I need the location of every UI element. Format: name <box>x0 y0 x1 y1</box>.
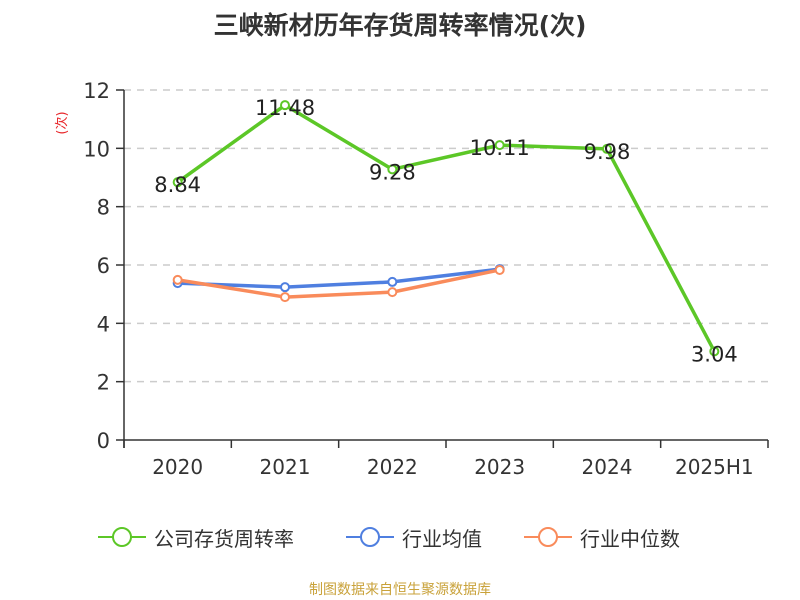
svg-text:2021: 2021 <box>260 455 311 479</box>
svg-text:4: 4 <box>97 312 110 336</box>
legend-item-company[interactable]: 公司存货周转率 <box>98 522 294 552</box>
legend: 公司存货周转率 行业均值 行业中位数 <box>0 522 800 552</box>
svg-text:0: 0 <box>97 429 110 453</box>
svg-text:11.48: 11.48 <box>255 96 315 120</box>
svg-text:6: 6 <box>97 254 110 278</box>
chart-title: 三峡新材历年存货周转率情况(次) <box>213 11 587 40</box>
svg-text:2020: 2020 <box>152 455 203 479</box>
legend-line-circle-icon <box>98 527 146 547</box>
legend-line-circle-icon <box>346 527 394 547</box>
grid-lines <box>124 89 768 383</box>
series-lines <box>172 100 720 357</box>
data-labels: 8.84 11.48 9.28 10.11 9.98 3.04 <box>154 96 737 366</box>
svg-text:10.11: 10.11 <box>470 136 530 160</box>
y-axis-unit: (次) <box>54 111 70 134</box>
svg-text:2024: 2024 <box>582 455 633 479</box>
legend-label: 公司存货周转率 <box>154 526 294 551</box>
svg-text:2: 2 <box>97 371 110 395</box>
x-axis-ticks: 2020 2021 2022 2023 2024 2025H1 <box>123 440 769 479</box>
svg-text:9.98: 9.98 <box>584 140 631 164</box>
svg-text:2025H1: 2025H1 <box>675 455 754 479</box>
legend-item-industry-avg[interactable]: 行业均值 <box>346 522 482 552</box>
svg-text:12: 12 <box>83 79 110 103</box>
svg-text:8.84: 8.84 <box>154 173 201 197</box>
legend-label: 行业中位数 <box>580 526 680 551</box>
svg-text:2023: 2023 <box>474 455 525 479</box>
source-footer: 制图数据来自恒生聚源数据库 <box>309 582 491 598</box>
svg-text:9.28: 9.28 <box>369 160 416 184</box>
svg-text:3.04: 3.04 <box>691 342 738 366</box>
y-axis-ticks: 0 2 4 6 8 10 12 <box>83 79 124 453</box>
legend-line-circle-icon <box>524 527 572 547</box>
svg-text:8: 8 <box>97 196 110 220</box>
legend-label: 行业均值 <box>402 526 482 551</box>
legend-item-industry-median[interactable]: 行业中位数 <box>524 522 680 552</box>
svg-text:2022: 2022 <box>367 455 418 479</box>
svg-text:10: 10 <box>83 137 110 161</box>
